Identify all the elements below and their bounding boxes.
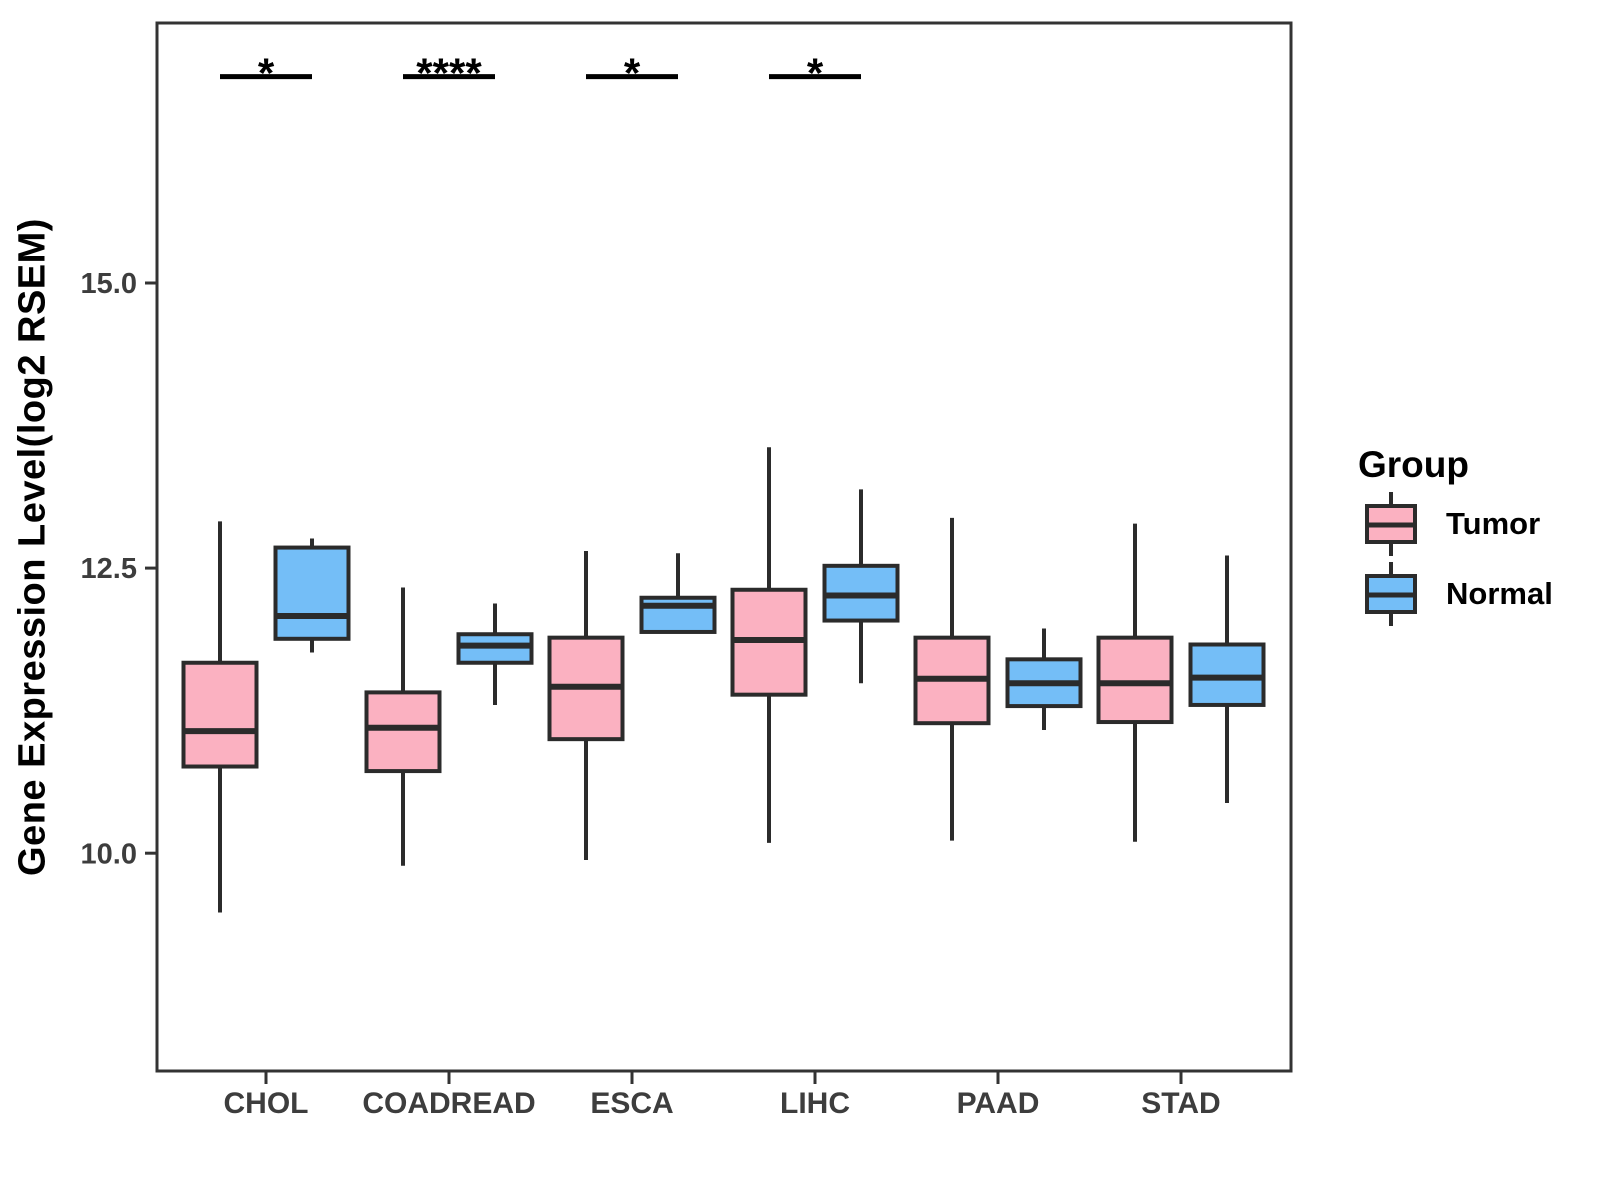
normal-boxplot-key-icon — [1365, 562, 1417, 626]
y-axis-title: Gene Expression Level(log2 RSEM) — [11, 218, 54, 876]
significance-label: * — [807, 50, 824, 97]
x-tick-label: ESCA — [590, 1087, 673, 1120]
legend-label-normal: Normal — [1446, 576, 1553, 611]
significance-label: * — [624, 50, 641, 97]
legend-item-tumor: Tumor — [1364, 489, 1598, 559]
y-tick-label: 10.0 — [81, 838, 137, 870]
tumor-boxplot-key-icon — [1365, 492, 1417, 556]
x-tick-label: LIHC — [780, 1087, 850, 1120]
y-tick-label: 12.5 — [81, 553, 137, 585]
legend-label-tumor: Tumor — [1446, 506, 1541, 541]
significance-label: * — [258, 50, 275, 97]
x-tick-label: CHOL — [224, 1087, 309, 1120]
tumor-box — [1096, 635, 1174, 725]
normal-box — [273, 545, 351, 641]
tumor-box — [181, 660, 259, 769]
legend: Group Tumor Normal — [1358, 441, 1598, 629]
tumor-box — [364, 690, 442, 774]
y-tick-label: 15.0 — [81, 268, 137, 300]
plot-panel — [155, 21, 1293, 1073]
legend-item-normal: Normal — [1364, 559, 1598, 629]
legend-title: Group — [1358, 444, 1469, 485]
x-tick-label: COADREAD — [362, 1087, 535, 1120]
x-tick-label: PAAD — [957, 1087, 1040, 1120]
significance-label: **** — [416, 50, 482, 97]
x-tick-label: STAD — [1141, 1087, 1220, 1120]
